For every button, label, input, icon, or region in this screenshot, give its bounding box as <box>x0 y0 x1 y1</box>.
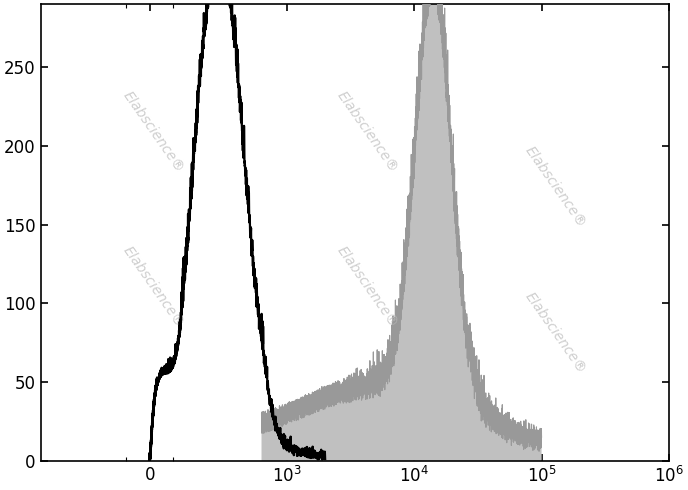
Text: Elabscience®: Elabscience® <box>334 89 400 175</box>
Text: Elabscience®: Elabscience® <box>334 244 400 331</box>
Text: Elabscience®: Elabscience® <box>523 144 589 230</box>
Text: Elabscience®: Elabscience® <box>523 290 589 376</box>
Text: Elabscience®: Elabscience® <box>120 89 187 175</box>
Text: Elabscience®: Elabscience® <box>120 244 187 331</box>
